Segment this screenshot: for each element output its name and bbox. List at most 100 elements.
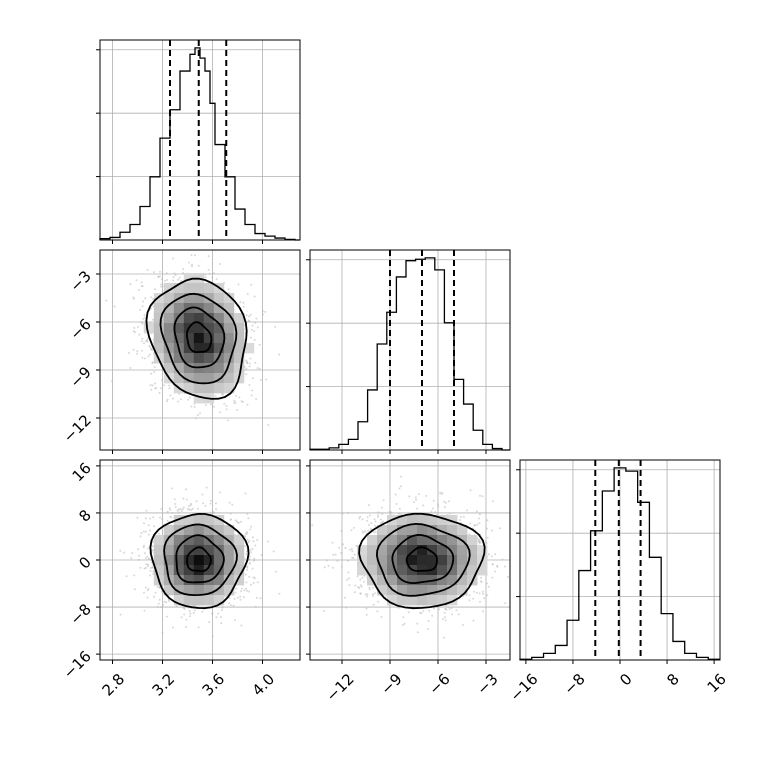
scatter-point <box>180 510 183 512</box>
density-cell <box>223 343 235 354</box>
scatter-point <box>248 558 251 561</box>
scatter-point <box>147 558 150 561</box>
panel-frame <box>309 249 511 451</box>
scatter-point <box>250 328 253 331</box>
density-cell <box>163 525 175 536</box>
scatter-point <box>155 387 158 389</box>
scatter-point <box>182 506 185 509</box>
scatter-point <box>156 585 159 588</box>
scatter-point <box>140 281 143 284</box>
density-cell <box>163 293 175 304</box>
scatter-point <box>344 547 347 549</box>
panel-frame <box>99 249 301 451</box>
scatter-point <box>373 518 376 521</box>
scatter-point <box>249 548 252 551</box>
scatter-point <box>217 612 220 615</box>
scatter-point <box>248 365 251 368</box>
scatter-point <box>520 567 522 569</box>
scatter-point <box>211 635 214 638</box>
scatter-point <box>202 502 205 505</box>
scatter-point <box>209 502 212 505</box>
scatter-point <box>326 559 329 562</box>
scatter-point <box>402 623 404 626</box>
scatter-point <box>147 587 150 590</box>
density-cell <box>173 575 185 586</box>
density-cell <box>143 323 155 334</box>
density-cell <box>183 363 195 374</box>
scatter-point <box>169 515 172 518</box>
scatter-point <box>189 504 192 507</box>
scatter-point <box>197 626 200 629</box>
scatter-point <box>432 499 435 502</box>
scatter-point <box>149 567 152 569</box>
scatter-point <box>256 326 259 329</box>
contour-level-0 <box>186 546 212 573</box>
scatter-point <box>174 506 177 508</box>
density-cell <box>153 303 165 314</box>
scatter-point <box>160 278 163 281</box>
scatter-point <box>234 519 237 522</box>
density-cell <box>233 565 245 576</box>
scatter-point <box>246 293 249 295</box>
scatter-point <box>166 510 169 513</box>
scatter-point <box>197 264 200 267</box>
scatter-point <box>153 366 156 369</box>
scatter-point <box>145 530 147 533</box>
scatter-point <box>127 351 130 354</box>
scatter-point <box>251 389 254 392</box>
density-cell <box>223 555 235 566</box>
scatter-point <box>151 362 154 365</box>
scatter-point <box>398 507 401 510</box>
scatter-point <box>180 616 183 619</box>
contour-level-2 <box>159 292 238 385</box>
scatter-point <box>377 511 380 514</box>
scatter-point <box>395 503 398 505</box>
scatter-point <box>150 347 153 350</box>
scatter-point <box>372 531 375 533</box>
scatter-point <box>204 276 207 279</box>
scatter-point <box>137 325 140 328</box>
density-cell <box>233 343 245 354</box>
scatter-point <box>189 615 191 618</box>
scatter-point <box>145 509 148 512</box>
scatter-point <box>483 597 486 600</box>
density-cell <box>193 353 205 364</box>
density-cell <box>223 293 235 304</box>
scatter-point <box>181 508 184 511</box>
scatter-point <box>225 408 228 411</box>
scatter-point <box>136 352 139 355</box>
density-cell <box>203 373 215 384</box>
scatter-point <box>256 539 259 542</box>
scatter-point <box>165 272 168 275</box>
scatter-point <box>119 613 122 616</box>
scatter-point <box>142 546 145 549</box>
scatter-point <box>370 522 373 525</box>
scatter-point <box>137 558 140 561</box>
contour-level-1 <box>175 534 225 584</box>
density-cell <box>213 585 225 596</box>
scatter-point <box>233 399 236 402</box>
density-cell <box>193 545 205 556</box>
scatter-point <box>359 515 362 518</box>
scatter-point <box>251 324 254 327</box>
scatter-point <box>445 605 448 608</box>
scatter-point <box>213 405 216 408</box>
density-cell <box>193 535 205 546</box>
scatter-point <box>246 589 248 592</box>
density-cell <box>183 545 195 556</box>
scatter-point <box>428 609 431 612</box>
scatter-point <box>442 636 445 639</box>
scatter-point <box>246 403 249 406</box>
scatter-point <box>141 337 144 340</box>
scatter-point <box>250 283 253 286</box>
scatter-point <box>152 516 155 519</box>
density-cell <box>183 555 195 566</box>
scatter-point <box>161 290 164 292</box>
scatter-point <box>160 507 163 510</box>
scatter-point <box>156 605 159 608</box>
scatter-point <box>132 296 135 299</box>
scatter-point <box>161 631 164 634</box>
scatter-point <box>236 409 239 412</box>
density-cell <box>233 353 245 364</box>
density-cell <box>223 585 235 596</box>
